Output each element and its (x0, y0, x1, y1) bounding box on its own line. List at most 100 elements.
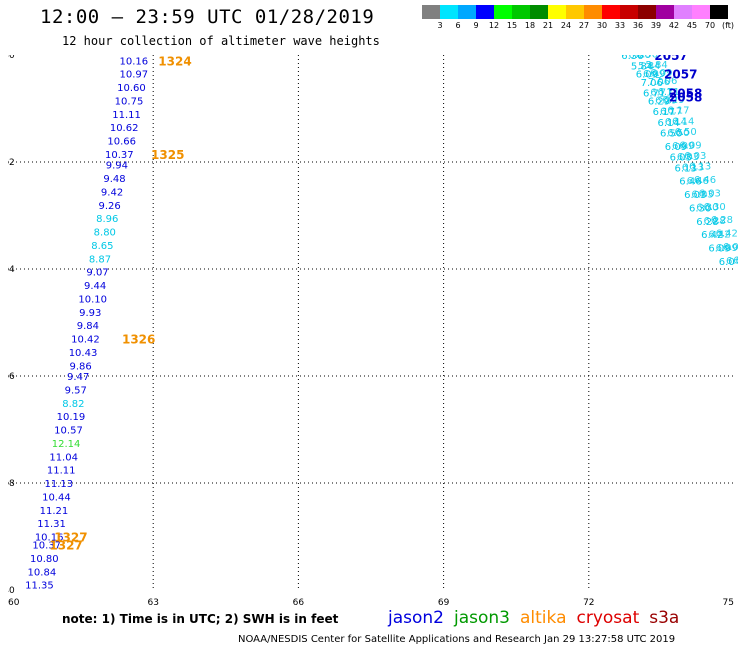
legend-swatch (692, 5, 710, 19)
legend-label: 24 (560, 21, 572, 30)
east-track-value-label: 6.13 (674, 163, 696, 174)
legend-swatch (494, 5, 512, 19)
east-track-value-label: 6.29 (648, 96, 670, 107)
east-track-value-label: 6.71 (643, 88, 665, 99)
legend-label: 18 (524, 21, 536, 30)
track-value-label: 10.66 (107, 137, 136, 148)
track-value-label: 10.16 (120, 56, 149, 67)
mission-jason2: jason2 (388, 608, 444, 628)
mission-s3a: s3a (649, 608, 680, 628)
lat-tick-label: -34 (8, 265, 15, 275)
east-track-value-label: 6.36 (628, 55, 650, 61)
map-canvas: 60 63 66 69 72 75 -30 -32 -34 -36 -38 -40 10.16 10.97… (0, 49, 740, 608)
east-track-value-label: 6.28 (704, 216, 726, 227)
east-track-value-label: 6.30 (696, 203, 718, 214)
pass-number-label: 1327 (49, 539, 82, 553)
track-value-label: 10.43 (69, 348, 98, 359)
east-track-value-label: 6.03 (699, 188, 721, 199)
lat-tick-label: -32 (8, 158, 15, 168)
track-value-label: 12.14 (52, 439, 81, 450)
track-value-label: 10.57 (54, 426, 83, 437)
track-value-label: 11.31 (37, 519, 66, 530)
pass-number-label: 1324 (158, 55, 191, 68)
east-track-value-label: 6.09 (643, 69, 665, 80)
lat-tick-label: -38 (8, 479, 15, 489)
map-subtitle: 12 hour collection of altimeter wave hei… (62, 34, 380, 48)
east-track-value-label: 6.14 (658, 118, 680, 129)
east-track-value-label: 6.28 (696, 217, 718, 228)
lat-tick-label: -30 (8, 55, 15, 61)
east-track-value-label: 6.09 (708, 244, 730, 255)
east-track-value-label: 5.84 (638, 61, 660, 72)
legend-swatch (674, 5, 692, 19)
lat-tick-label: -40 (8, 586, 15, 596)
track-value-label: 9.93 (79, 308, 101, 319)
track-value-label: 8.65 (91, 241, 113, 252)
map-frame (8, 55, 734, 590)
east-track-value-label: 6.13 (689, 162, 711, 173)
track-value-label: 9.84 (77, 321, 99, 332)
east-track-value-label: 6.09 (665, 142, 687, 153)
pass-number-label: 2058 (669, 86, 702, 100)
pass-number-label: 2057 (664, 68, 697, 82)
legend-label: 36 (632, 21, 644, 30)
track-value-label: 11.13 (44, 479, 73, 490)
mission-altika: altika (520, 608, 567, 628)
track-value-label: 9.26 (99, 201, 121, 212)
track-value-label: 9.48 (103, 174, 125, 185)
east-track-value-label: 6.03 (684, 151, 706, 162)
east-track-value-label: 6.14 (672, 116, 694, 127)
pass-number-label: 2058 (669, 91, 702, 105)
track-value-label: 8.80 (94, 228, 116, 239)
east-track-value-label: 7.06 (641, 78, 663, 89)
mission-legend: jason2 jason3 altika cryosat s3a (388, 608, 689, 628)
east-track-value-label: 6.29 (655, 96, 677, 107)
legend-swatch (620, 5, 638, 19)
track-value-label: 9.42 (101, 187, 123, 198)
legend-label: 6 (455, 21, 461, 30)
east-track-value-label: 6.09 (716, 243, 738, 254)
lon-tick-label: 75 (723, 598, 734, 608)
legend-swatch (656, 5, 674, 19)
east-track-value-label: 6.29 (662, 95, 684, 106)
east-track-value-label: 6.17 (667, 106, 689, 117)
legend-swatch (476, 5, 494, 19)
east-track-value-label: 6.50 (674, 127, 696, 138)
track-value-label: 8.87 (89, 254, 111, 265)
east-track-value-label: 6.42 (708, 229, 730, 240)
lon-tick-label: 72 (583, 598, 594, 608)
lat-tick-label: -36 (8, 372, 15, 382)
east-track-value-label: 6.09 (672, 141, 694, 152)
east-track-value-label: 6.36 (636, 55, 658, 60)
east-track-value-label: 6.42 (716, 229, 738, 240)
east-track-value-label: 6.13 (682, 163, 704, 174)
track-value-label: 11.35 (25, 581, 54, 592)
east-track-value-label: 6.50 (667, 128, 689, 139)
east-track-value-label: 6.03 (691, 189, 713, 200)
legend-label: 9 (473, 21, 479, 30)
legend-label: 45 (686, 21, 698, 30)
lon-tick-label: 66 (293, 598, 305, 608)
east-track-value-label: 6.0 (719, 257, 735, 268)
footnote: note: 1) Time is in UTC; 2) SWH is in fe… (62, 612, 339, 626)
legend-label: 30 (596, 21, 608, 30)
east-track-value-label: 6.46 (679, 177, 701, 188)
track-value-label: 9.47 (67, 372, 89, 383)
track-value-label: 10.42 (71, 335, 100, 346)
track-value-label: 10.62 (110, 123, 139, 134)
east-track-value-label: 6.50 (660, 129, 682, 140)
east-track-value-label: 6.42 (701, 230, 723, 241)
legend-swatch (458, 5, 476, 19)
legend-swatch (710, 5, 728, 19)
east-track-value-label: 6.46 (687, 176, 709, 187)
legend-label: 39 (650, 21, 662, 30)
track-value-label: 9.94 (106, 161, 128, 172)
wave-height-map: 60 63 66 69 72 75 -30 -32 -34 -36 -38 -40 10.16 10.97… (0, 49, 740, 612)
east-track-value-label: 6.30 (689, 203, 711, 214)
lon-tick-label: 63 (147, 598, 158, 608)
east-track-value-label: 6.71 (650, 88, 672, 99)
east-track-value-label: 7.06 (648, 77, 670, 88)
legend-swatch (638, 5, 656, 19)
east-track-value-label: 6.28 (711, 215, 733, 226)
east-track-value-label: 6.0 (726, 256, 738, 267)
